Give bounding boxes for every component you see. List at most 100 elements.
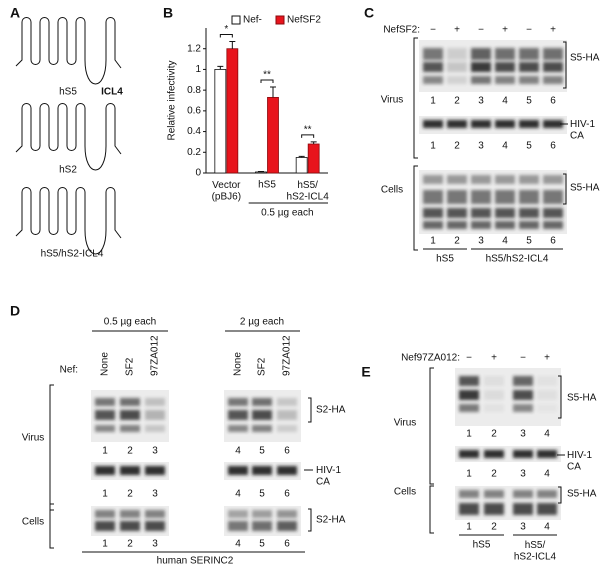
blot-band [228, 521, 248, 531]
lane-number: 4 [544, 469, 550, 480]
blot-band [447, 76, 467, 84]
error-bar [298, 155, 305, 158]
lane-number: 5 [259, 446, 265, 457]
blot-band [228, 510, 248, 518]
blot-band [471, 221, 491, 229]
lane-number: 2 [491, 522, 497, 533]
nef-sign: + [502, 25, 508, 36]
blot-band [543, 175, 563, 184]
blot-band [519, 208, 539, 218]
lane-number: 3 [152, 489, 158, 500]
lane-number: 3 [478, 96, 484, 107]
blot-band [459, 503, 479, 515]
nef-sign: + [491, 353, 497, 364]
blot-band [120, 425, 140, 432]
bracket [429, 367, 434, 485]
blot-band [543, 120, 563, 128]
nef-header: None [100, 352, 111, 376]
bracket [413, 37, 418, 159]
icl4-loop [84, 145, 107, 171]
blot-band [120, 510, 140, 518]
group-label: hS5/hS2-ICL4 [486, 254, 549, 265]
topology [105, 187, 122, 239]
band-label: S5-HA [567, 489, 597, 500]
blot-band [145, 425, 165, 432]
construct-label: hS2 [59, 165, 77, 176]
blot-band [447, 190, 467, 204]
blot-band [537, 376, 557, 386]
nef-sign: + [454, 25, 460, 36]
error-bar [258, 170, 264, 172]
blot-background [419, 40, 567, 92]
blot-band [423, 190, 443, 204]
blot-band [471, 190, 491, 204]
lane-number: 5 [526, 141, 532, 152]
panel-label: C [364, 5, 374, 21]
band-label: HIV-1 CA [316, 465, 341, 488]
blot-band [484, 450, 504, 458]
blot-band [537, 490, 557, 498]
bar [295, 157, 308, 174]
nef-label: Nef97ZA012: [401, 353, 460, 364]
bracket [429, 485, 434, 534]
blot-band [484, 390, 504, 400]
blot-band [471, 120, 491, 128]
lane-number: 5 [526, 236, 532, 247]
amount-label: 2 µg each [240, 317, 284, 328]
lane-number: 2 [454, 236, 460, 247]
band-label: HIV-1 CA [567, 450, 592, 473]
bar [214, 69, 227, 174]
blot-band [513, 450, 533, 458]
lane-number: 4 [502, 96, 508, 107]
blot-band [423, 48, 443, 60]
nef-sign: − [478, 25, 484, 36]
blot-band [519, 190, 539, 204]
blot-band [459, 390, 479, 400]
band-label: S5-HA [570, 183, 600, 194]
nef-sign: − [526, 25, 532, 36]
bar [226, 48, 239, 174]
lane-number: 4 [502, 141, 508, 152]
blot-band [513, 503, 533, 515]
blot-band [543, 76, 563, 84]
lane-number: 6 [284, 489, 290, 500]
bracket [563, 173, 567, 205]
blot-band [252, 410, 272, 420]
topology [105, 103, 122, 155]
blot-band [228, 425, 248, 432]
y-tick-label: 0.4 [187, 126, 201, 137]
y-tick-label: 0 [195, 168, 201, 179]
lane-number: 1 [430, 141, 436, 152]
significance-bracket [219, 33, 233, 38]
blot-band [537, 390, 557, 400]
lane-number: 4 [235, 446, 241, 457]
blot-band [484, 503, 504, 515]
y-tick-label: 0.8 [187, 85, 201, 96]
blot-band [145, 510, 165, 518]
x-tick-label: Vector (pBJ6) [212, 180, 242, 203]
lane-number: 3 [520, 522, 526, 533]
blot-band [513, 376, 533, 386]
construct-label: hS5/hS2-ICL4 [41, 249, 104, 260]
lane-number: 3 [520, 469, 526, 480]
nef-sign: + [544, 353, 550, 364]
blot-band [519, 120, 539, 128]
blot-band [495, 208, 515, 218]
blot-band [495, 221, 515, 229]
blot-band [252, 521, 272, 531]
lane-number: 6 [550, 96, 556, 107]
significance-bracket [260, 79, 274, 84]
icl4-loop [84, 229, 107, 255]
blot-band [423, 221, 443, 229]
blot-band [145, 466, 165, 475]
blot-band [543, 208, 563, 218]
legend-label: NefSF2 [287, 15, 321, 26]
blot-band [519, 76, 539, 84]
lane-number: 4 [235, 489, 241, 500]
blot-band [519, 62, 539, 72]
nef-header: 97ZA012 [282, 335, 293, 376]
lane-number: 5 [259, 489, 265, 500]
topology [15, 187, 86, 237]
blot-band [95, 425, 115, 432]
